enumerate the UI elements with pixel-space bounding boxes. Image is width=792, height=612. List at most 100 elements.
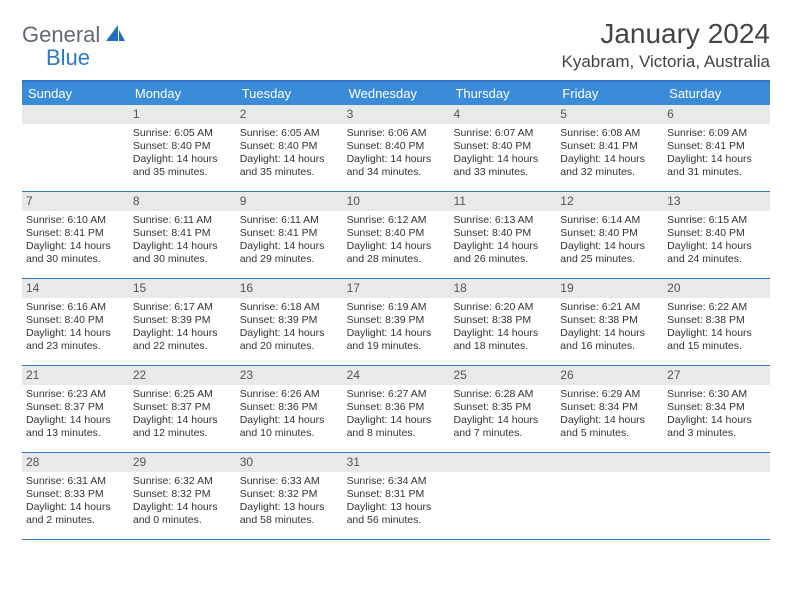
sunrise-line: Sunrise: 6:12 AM [347,214,446,227]
day-number: 6 [663,105,770,124]
daylight-line: Daylight: 14 hours and 29 minutes. [240,240,339,266]
sunrise-line: Sunrise: 6:34 AM [347,475,446,488]
week-row: 14Sunrise: 6:16 AMSunset: 8:40 PMDayligh… [22,279,770,366]
sunset-line: Sunset: 8:40 PM [133,140,232,153]
day-number: 16 [236,279,343,298]
day-number: 2 [236,105,343,124]
sunrise-line: Sunrise: 6:30 AM [667,388,766,401]
day-number: 0 [449,453,556,472]
day-cell: 4Sunrise: 6:07 AMSunset: 8:40 PMDaylight… [449,105,556,191]
sunset-line: Sunset: 8:40 PM [453,140,552,153]
dow-header-cell: Tuesday [236,82,343,105]
sunset-line: Sunset: 8:35 PM [453,401,552,414]
sunset-line: Sunset: 8:38 PM [560,314,659,327]
daylight-line: Daylight: 14 hours and 2 minutes. [26,501,125,527]
sunrise-line: Sunrise: 6:21 AM [560,301,659,314]
sunset-line: Sunset: 8:33 PM [26,488,125,501]
sunrise-line: Sunrise: 6:05 AM [240,127,339,140]
sunrise-line: Sunrise: 6:31 AM [26,475,125,488]
daylight-line: Daylight: 14 hours and 22 minutes. [133,327,232,353]
sunset-line: Sunset: 8:40 PM [667,227,766,240]
day-number: 18 [449,279,556,298]
day-cell: 19Sunrise: 6:21 AMSunset: 8:38 PMDayligh… [556,279,663,365]
day-number: 20 [663,279,770,298]
dow-header-cell: Saturday [663,82,770,105]
daylight-line: Daylight: 14 hours and 19 minutes. [347,327,446,353]
sunset-line: Sunset: 8:40 PM [560,227,659,240]
day-number: 9 [236,192,343,211]
sail-icon [105,24,127,42]
sunset-line: Sunset: 8:41 PM [667,140,766,153]
sunrise-line: Sunrise: 6:11 AM [240,214,339,227]
sunset-line: Sunset: 8:41 PM [560,140,659,153]
daylight-line: Daylight: 14 hours and 31 minutes. [667,153,766,179]
sunrise-line: Sunrise: 6:25 AM [133,388,232,401]
day-cell: 26Sunrise: 6:29 AMSunset: 8:34 PMDayligh… [556,366,663,452]
daylight-line: Daylight: 14 hours and 35 minutes. [133,153,232,179]
day-cell: 22Sunrise: 6:25 AMSunset: 8:37 PMDayligh… [129,366,236,452]
day-cell: 28Sunrise: 6:31 AMSunset: 8:33 PMDayligh… [22,453,129,539]
week-row: 21Sunrise: 6:23 AMSunset: 8:37 PMDayligh… [22,366,770,453]
sunset-line: Sunset: 8:32 PM [133,488,232,501]
day-cell: 16Sunrise: 6:18 AMSunset: 8:39 PMDayligh… [236,279,343,365]
daylight-line: Daylight: 14 hours and 35 minutes. [240,153,339,179]
dow-header-cell: Sunday [22,82,129,105]
day-number: 14 [22,279,129,298]
day-number: 3 [343,105,450,124]
sunrise-line: Sunrise: 6:18 AM [240,301,339,314]
day-cell: 31Sunrise: 6:34 AMSunset: 8:31 PMDayligh… [343,453,450,539]
day-number: 12 [556,192,663,211]
sunset-line: Sunset: 8:41 PM [240,227,339,240]
day-number: 10 [343,192,450,211]
day-number: 0 [663,453,770,472]
day-number: 11 [449,192,556,211]
day-cell: 10Sunrise: 6:12 AMSunset: 8:40 PMDayligh… [343,192,450,278]
day-number: 5 [556,105,663,124]
sunrise-line: Sunrise: 6:29 AM [560,388,659,401]
sunset-line: Sunset: 8:40 PM [347,140,446,153]
sunrise-line: Sunrise: 6:10 AM [26,214,125,227]
daylight-line: Daylight: 14 hours and 7 minutes. [453,414,552,440]
sunrise-line: Sunrise: 6:11 AM [133,214,232,227]
sunrise-line: Sunrise: 6:05 AM [133,127,232,140]
day-number: 0 [22,105,129,124]
day-number: 1 [129,105,236,124]
day-cell: 0 [449,453,556,539]
page-header: General Blue January 2024 Kyabram, Victo… [22,18,770,72]
location-text: Kyabram, Victoria, Australia [562,52,771,72]
sunset-line: Sunset: 8:41 PM [26,227,125,240]
day-cell: 1 Sunrise: 6:05 AMSunset: 8:40 PMDaylight… [129,105,236,191]
sunset-line: Sunset: 8:40 PM [240,140,339,153]
sunrise-line: Sunrise: 6:26 AM [240,388,339,401]
day-number: 26 [556,366,663,385]
day-cell: 17Sunrise: 6:19 AMSunset: 8:39 PMDayligh… [343,279,450,365]
sunrise-line: Sunrise: 6:20 AM [453,301,552,314]
sunset-line: Sunset: 8:34 PM [560,401,659,414]
sunset-line: Sunset: 8:39 PM [133,314,232,327]
day-number: 27 [663,366,770,385]
day-cell: 14Sunrise: 6:16 AMSunset: 8:40 PMDayligh… [22,279,129,365]
sunset-line: Sunset: 8:38 PM [453,314,552,327]
daylight-line: Daylight: 14 hours and 12 minutes. [133,414,232,440]
sunset-line: Sunset: 8:34 PM [667,401,766,414]
day-cell: 7Sunrise: 6:10 AMSunset: 8:41 PMDaylight… [22,192,129,278]
sunset-line: Sunset: 8:40 PM [347,227,446,240]
daylight-line: Daylight: 14 hours and 30 minutes. [133,240,232,266]
sunset-line: Sunset: 8:40 PM [453,227,552,240]
dow-header-cell: Wednesday [343,82,450,105]
day-cell: 3Sunrise: 6:06 AMSunset: 8:40 PMDaylight… [343,105,450,191]
sunrise-line: Sunrise: 6:32 AM [133,475,232,488]
day-number: 29 [129,453,236,472]
day-cell: 15Sunrise: 6:17 AMSunset: 8:39 PMDayligh… [129,279,236,365]
daylight-line: Daylight: 14 hours and 33 minutes. [453,153,552,179]
daylight-line: Daylight: 13 hours and 58 minutes. [240,501,339,527]
day-cell: 20Sunrise: 6:22 AMSunset: 8:38 PMDayligh… [663,279,770,365]
daylight-line: Daylight: 14 hours and 26 minutes. [453,240,552,266]
day-cell: 0 [663,453,770,539]
day-cell: 5Sunrise: 6:08 AMSunset: 8:41 PMDaylight… [556,105,663,191]
daylight-line: Daylight: 14 hours and 32 minutes. [560,153,659,179]
day-cell: 30Sunrise: 6:33 AMSunset: 8:32 PMDayligh… [236,453,343,539]
day-of-week-header-row: SundayMondayTuesdayWednesdayThursdayFrid… [22,82,770,105]
sunrise-line: Sunrise: 6:27 AM [347,388,446,401]
sunset-line: Sunset: 8:38 PM [667,314,766,327]
